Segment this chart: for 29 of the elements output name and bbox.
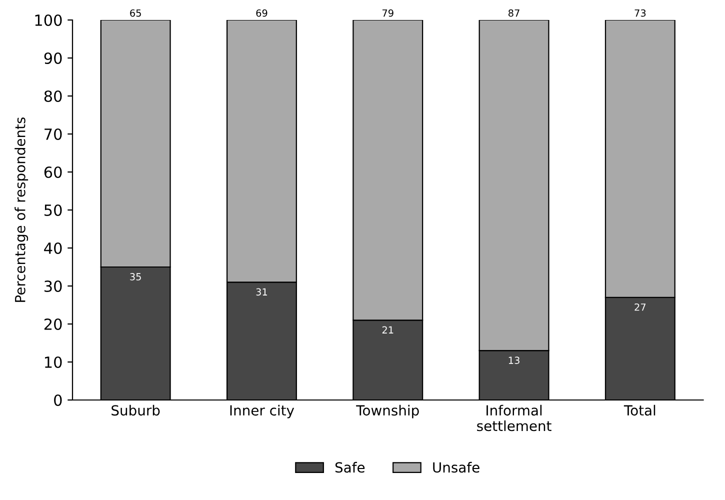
data-label: 13 (508, 356, 520, 364)
y-tick-label: 50 (44, 204, 62, 216)
y-tick-label: 100 (35, 14, 62, 26)
y-tick-label: 80 (44, 90, 62, 102)
data-label: 87 (508, 9, 520, 17)
y-tick-label: 90 (44, 52, 62, 64)
y-tick-label: 70 (44, 128, 62, 140)
y-tick-label: 60 (44, 166, 62, 178)
y-tick-label: 10 (45, 356, 62, 368)
x-tick-label: Suburb (112, 404, 160, 416)
data-label: 69 (256, 9, 268, 17)
data-label: 27 (634, 303, 646, 311)
legend-label: Unsafe (433, 462, 480, 473)
x-tick-label: Informal settlement (477, 404, 552, 432)
data-label: 21 (382, 326, 394, 334)
data-label: 35 (130, 273, 141, 280)
data-label: 73 (634, 9, 646, 17)
y-tick-label: 0 (54, 394, 62, 406)
legend-label: Safe (335, 462, 365, 473)
y-tick-label: 40 (44, 242, 62, 254)
x-tick-label: Township (356, 404, 419, 418)
x-tick-label: Total (624, 404, 656, 416)
data-label: 31 (256, 288, 268, 296)
x-tick-label: Inner city (230, 404, 294, 418)
y-axis-title: Percentage of respondents (14, 117, 28, 302)
y-tick-label: 20 (44, 318, 62, 330)
data-label: 65 (130, 9, 141, 17)
y-tick-label: 30 (44, 280, 62, 292)
data-label: 79 (382, 9, 394, 17)
